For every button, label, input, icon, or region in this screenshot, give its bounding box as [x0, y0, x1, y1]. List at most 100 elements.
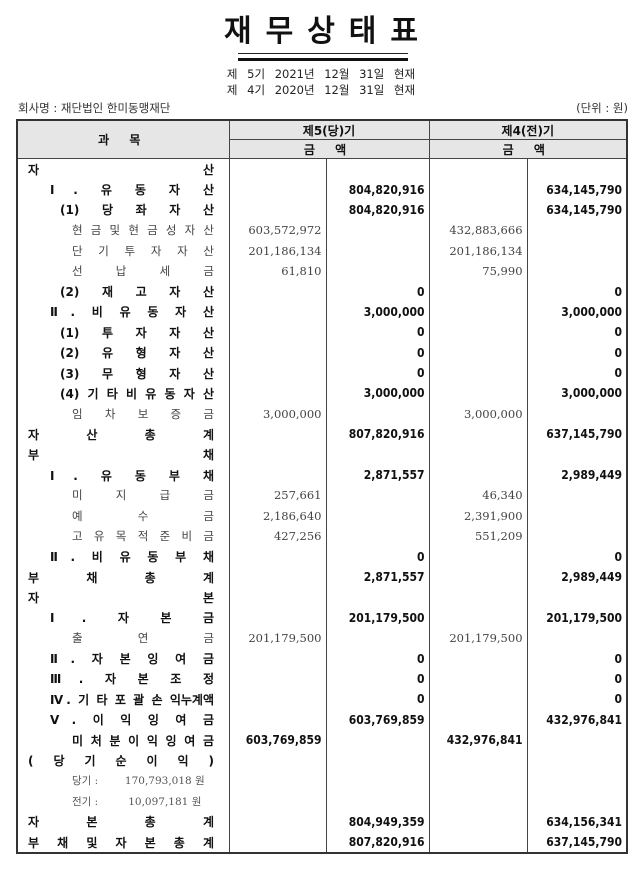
- account-label: Ⅰ. 유 동 부 채: [50, 468, 214, 483]
- account-cell: 예 수 금: [16, 505, 230, 527]
- account-cell: Ⅴ. 이 익 잉 여 금: [16, 709, 230, 730]
- table-row: 부 채 총 계 2,871,557 2,989,449: [16, 566, 628, 588]
- amount-cell: 432,883,666: [428, 220, 528, 241]
- account-label: 자 본: [28, 590, 214, 605]
- amount-cell: 637,145,790: [526, 831, 628, 854]
- amount-cell: [228, 301, 327, 323]
- account-label: (3) 무 형 자 산: [60, 366, 214, 381]
- amount-cell: [428, 566, 528, 588]
- amount-cell: 2,871,557: [325, 464, 430, 486]
- account-label: 부 채 및 자 본 총 계: [28, 835, 214, 850]
- account-cell: (2) 재 고 자 산: [16, 281, 230, 302]
- document-title: 재무상태표: [224, 14, 432, 49]
- account-cell: Ⅲ. 자 본 조 정: [16, 668, 230, 690]
- account-label: 미 지 급 금: [72, 488, 214, 503]
- amount-cell: [428, 199, 528, 221]
- amount-cell: [526, 444, 628, 465]
- amount-cell: 634,145,790: [526, 199, 628, 221]
- amount-cell: [526, 260, 628, 282]
- amount-cell: 0: [325, 648, 430, 669]
- account-cell: (1) 당 좌 자 산: [16, 199, 230, 221]
- amount-cell: [428, 444, 528, 465]
- amount-cell: 75,990: [428, 260, 528, 282]
- amount-cell: [228, 199, 327, 221]
- title-underline: [238, 53, 408, 54]
- amount-cell: [228, 566, 327, 588]
- account-label: ( 당 기 순 이 익 ): [28, 754, 214, 769]
- amount-cell: [526, 526, 628, 547]
- prior-period: 제 4기 2020년 12월 31일 현재: [226, 83, 416, 97]
- amount-cell: [228, 750, 327, 771]
- account-label: 현 금 및 현 금 성 자 산: [72, 223, 214, 238]
- account-cell: 미 처 분 이 익 잉 여 금: [16, 729, 230, 751]
- account-cell: (2) 유 형 자 산: [16, 342, 230, 363]
- amount-cell: 3,000,000: [325, 301, 430, 323]
- amount-cell: [228, 811, 327, 832]
- table-row: Ⅳ. 기 타 포 괄 손 익누계액 0 0: [16, 689, 628, 710]
- amount-cell: 0: [526, 648, 628, 669]
- account-cell: Ⅰ. 유 동 부 채: [16, 464, 230, 486]
- amount-cell: [526, 403, 628, 425]
- account-cell: 미 지 급 금: [16, 485, 230, 506]
- account-label: 고 유 목 적 준 비 금: [72, 529, 214, 544]
- amount-cell: 0: [526, 281, 628, 302]
- amount-cell: [228, 424, 327, 445]
- amount-cell: 2,989,449: [526, 464, 628, 486]
- amount-cell: 257,661: [228, 485, 327, 506]
- account-label: 예 수 금: [72, 508, 214, 523]
- amount-cell: [428, 322, 528, 343]
- account-cell: 단 기 투 자 자 산: [16, 240, 230, 261]
- amount-cell: [325, 260, 430, 282]
- amount-cell: 807,820,916: [325, 831, 430, 854]
- amount-cell: 0: [325, 689, 430, 710]
- amount-cell: 0: [325, 362, 430, 384]
- amount-cell: 432,976,841: [428, 729, 528, 751]
- account-cell: Ⅱ. 자 본 잉 여 금: [16, 648, 230, 669]
- amount-cell: 201,179,500: [428, 627, 528, 649]
- account-label: Ⅱ. 비 유 동 자 산: [50, 305, 214, 320]
- amount-cell: [428, 831, 528, 854]
- table-row: (4) 기 타 비 유 동 자 산 3,000,000 3,000,000: [16, 383, 628, 404]
- amount-cell: [228, 668, 327, 690]
- account-label: 자 본 총 계: [28, 815, 214, 830]
- amount-cell: 551,209: [428, 526, 528, 547]
- amount-cell: [428, 607, 528, 628]
- amount-cell: [428, 811, 528, 832]
- amount-cell: [428, 342, 528, 363]
- amount-cell: [325, 158, 430, 180]
- amount-cell: [428, 281, 528, 302]
- amount-cell: [228, 383, 327, 404]
- amount-cell: [428, 587, 528, 608]
- amount-cell: [228, 322, 327, 343]
- table-row: 선 납 세 금 61,810 75,990: [16, 260, 628, 282]
- amount-header: 금 액: [428, 139, 628, 159]
- amount-cell: [228, 464, 327, 486]
- amount-cell: [325, 444, 430, 465]
- amount-cell: 603,769,859: [228, 729, 327, 751]
- account-cell: Ⅱ. 비 유 동 자 산: [16, 301, 230, 323]
- table-row: 예 수 금 2,186,640 2,391,900: [16, 505, 628, 527]
- amount-cell: [428, 179, 528, 200]
- amount-cell: [428, 424, 528, 445]
- amount-cell: 0: [526, 546, 628, 567]
- table-row: Ⅱ. 자 본 잉 여 금 0 0: [16, 648, 628, 669]
- table-row: Ⅲ. 자 본 조 정 0 0: [16, 668, 628, 690]
- account-label: Ⅴ. 이 익 잉 여 금: [50, 713, 214, 728]
- account-label: (2) 유 형 자 산: [60, 346, 214, 361]
- table-row: (3) 무 형 자 산 0 0: [16, 362, 628, 384]
- amount-cell: 2,871,557: [325, 566, 430, 588]
- account-label: Ⅳ. 기 타 포 괄 손 익누계액: [50, 692, 214, 707]
- table-row: 자 산 총 계 807,820,916 637,145,790: [16, 424, 628, 445]
- title-underline-thick: [238, 58, 408, 61]
- table-row: (1) 당 좌 자 산 804,820,916 634,145,790: [16, 199, 628, 221]
- amount-cell: [428, 464, 528, 486]
- amount-cell: 201,179,500: [526, 607, 628, 628]
- amount-cell: [228, 689, 327, 710]
- amount-cell: [428, 770, 528, 792]
- table-row: 임 차 보 증 금 3,000,000 3,000,000: [16, 403, 628, 425]
- amount-cell: [428, 689, 528, 710]
- amount-cell: 3,000,000: [228, 403, 327, 425]
- amount-cell: 3,000,000: [325, 383, 430, 404]
- account-cell: Ⅰ. 자 본 금: [16, 607, 230, 628]
- table-row: ( 당 기 순 이 익 ): [16, 750, 628, 771]
